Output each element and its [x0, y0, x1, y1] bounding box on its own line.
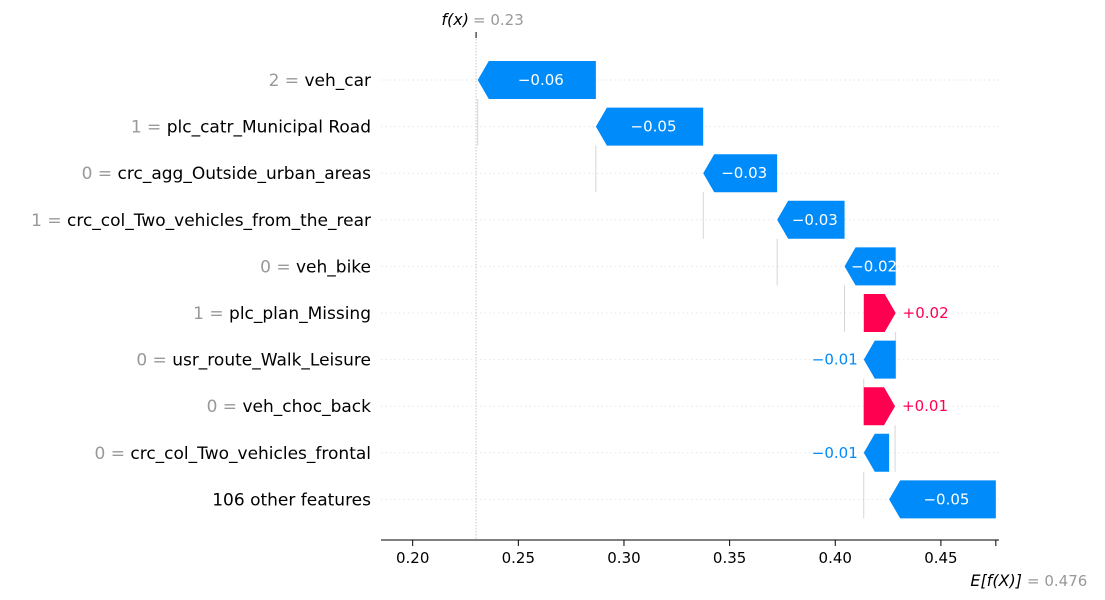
- feature-labels: 2 = veh_car 1 = plc_catr_Municipal Road 0 …: [31, 71, 371, 510]
- bar-value-label: −0.01: [812, 351, 858, 369]
- x-tick-label: 0.20: [396, 549, 429, 567]
- feature-label: 0 = usr_route_Walk_Leisure: [136, 351, 371, 371]
- bars: −0.06 −0.05 −0.03 −0.03 −0.02 +0.02 −0.01 +0.01…: [477, 61, 996, 519]
- bar-value-label: +0.01: [902, 397, 948, 415]
- bar-value-label: −0.05: [923, 490, 969, 508]
- bar-value-label: −0.03: [792, 211, 838, 229]
- feature-label: 1 = plc_plan_Missing: [193, 304, 371, 324]
- feature-label: 0 = crc_col_Two_vehicles_frontal: [94, 444, 371, 464]
- feature-label: 2 = veh_car: [269, 71, 371, 91]
- ex-label: E[f(X)]: [970, 571, 1022, 590]
- x-axis: 0.20 0.25 0.30 0.35 0.40 0.45: [381, 32, 999, 567]
- x-tick-label: 0.35: [713, 549, 746, 567]
- waterfall-bar: [889, 480, 996, 519]
- feature-label: 106 other features: [212, 490, 371, 510]
- waterfall-bar: [863, 433, 890, 472]
- bar-value-label: −0.02: [851, 257, 897, 275]
- waterfall-bar: [777, 200, 845, 239]
- ex-value: = 0.476: [1027, 572, 1087, 590]
- feature-label: 0 = crc_agg_Outside_urban_areas: [82, 164, 371, 184]
- bar-value-label: +0.02: [903, 304, 949, 322]
- bar-value-label: −0.03: [721, 164, 767, 182]
- x-tick-label: 0.30: [607, 549, 640, 567]
- fx-label: f(x): [441, 10, 469, 29]
- x-tick-label: 0.40: [819, 549, 852, 567]
- feature-label: 1 = plc_catr_Municipal Road: [131, 118, 371, 138]
- x-tick-label: 0.45: [924, 549, 957, 567]
- bar-value-label: −0.06: [518, 71, 564, 89]
- feature-label: 0 = veh_bike: [260, 257, 371, 277]
- bar-value-label: −0.05: [631, 118, 677, 136]
- waterfall-bar: [844, 247, 896, 286]
- waterfall-bar: [703, 154, 778, 193]
- waterfall-bar: [863, 340, 896, 379]
- waterfall-bar: [477, 61, 596, 99]
- waterfall-bar: [863, 294, 896, 332]
- waterfall-bar: [863, 387, 896, 426]
- fx-value: = 0.23: [473, 11, 524, 29]
- feature-label: 1 = crc_col_Two_vehicles_from_the_rear: [31, 211, 371, 231]
- x-tick-label: 0.25: [502, 549, 535, 567]
- waterfall-bar: [595, 107, 704, 146]
- feature-label: 0 = veh_choc_back: [207, 397, 372, 417]
- bar-value-label: −0.01: [812, 444, 858, 462]
